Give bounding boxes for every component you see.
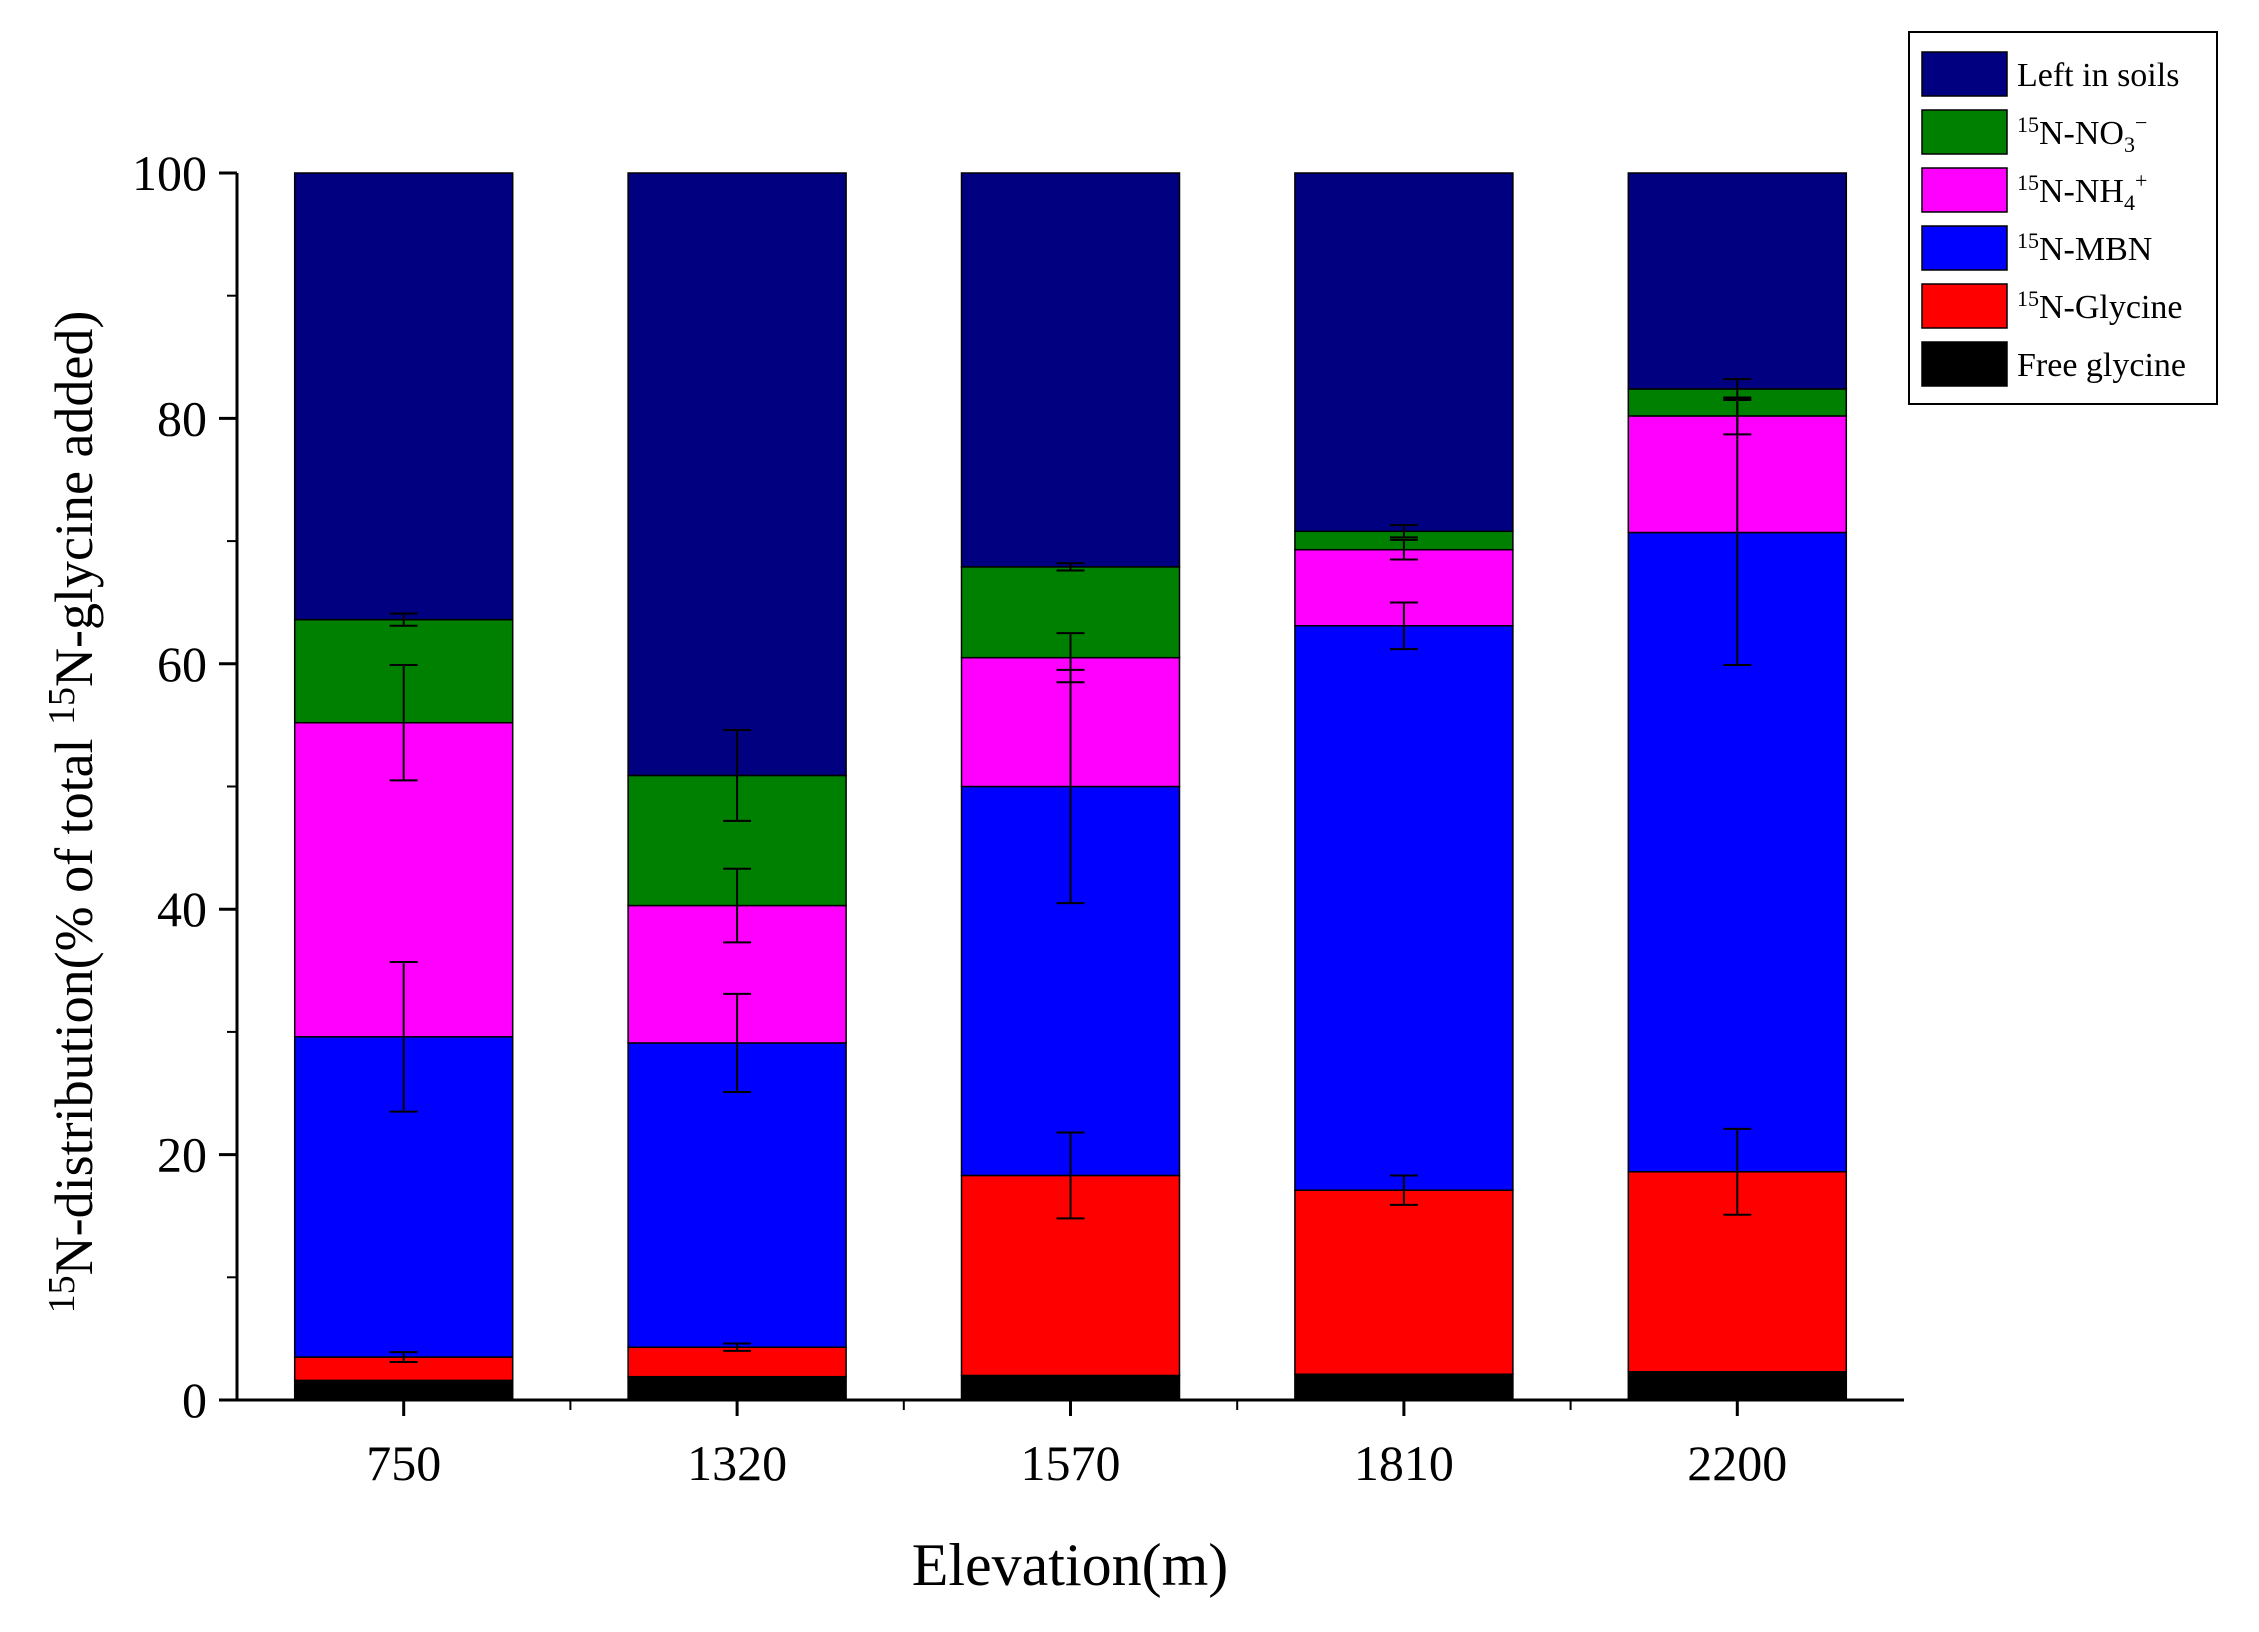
legend-label: 15N-NO3−	[2017, 110, 2147, 157]
x-axis-label: Elevation(m)	[912, 1532, 1229, 1598]
legend-swatch	[1921, 51, 2008, 97]
legend-label-sup: 15	[2017, 112, 2039, 137]
error-bars-layer	[389, 378, 1752, 1363]
y-ticks-layer: 0 20 40 60 80 100	[132, 145, 237, 1428]
bar-segment	[627, 1375, 847, 1401]
bar-segment	[1294, 1373, 1514, 1401]
bar-segment	[1294, 1189, 1514, 1375]
y-tick-label: 100	[132, 145, 207, 201]
y-axis-label-part2: N-glycine added)	[44, 311, 104, 687]
legend-label-main: Free glycine	[2017, 347, 2186, 384]
legend-label: Left in soils	[2017, 57, 2179, 94]
bars-layer	[293, 172, 1848, 1401]
legend-swatch	[1921, 341, 2008, 387]
legend-label-main: N-NO	[2039, 115, 2124, 152]
y-axis-label-part1: N-distribution(% of total	[44, 725, 104, 1275]
bar-segment	[960, 1374, 1181, 1401]
bar-segment	[1294, 172, 1514, 533]
y-axis-label: 15N-distribution(% of total 15N-glycine …	[41, 311, 104, 1314]
y-tick-label: 0	[182, 1372, 207, 1428]
y-tick-label: 20	[157, 1127, 207, 1183]
legend-label-sup: 15	[2017, 170, 2039, 195]
y-tick-label: 60	[157, 636, 207, 692]
bar-segment	[293, 172, 514, 621]
legend-label-main: N-NH	[2039, 173, 2124, 210]
y-tick-label: 40	[157, 881, 207, 937]
legend-label-tail: −	[2135, 110, 2147, 135]
bar-segment	[1627, 1371, 1848, 1401]
bar-segment	[1294, 625, 1514, 1191]
legend-label-sup: 15	[2017, 286, 2039, 311]
legend-label-main: N-MBN	[2039, 231, 2152, 268]
legend-label: 15N-Glycine	[2017, 286, 2183, 326]
y-tick-label: 80	[157, 390, 207, 446]
legend-label-main: Left in soils	[2017, 57, 2179, 94]
bar-segment	[960, 172, 1181, 568]
legend-label-main: N-Glycine	[2039, 289, 2183, 326]
x-ticks-layer: 750 1320 1570 1810 2200	[366, 1400, 1787, 1491]
legend-swatch	[1921, 225, 2008, 271]
legend-label: Free glycine	[2017, 347, 2186, 384]
x-tick-label: 1570	[1021, 1435, 1121, 1491]
legend-swatch	[1921, 283, 2008, 329]
bar-segment	[627, 172, 847, 777]
bar-segment	[627, 1042, 847, 1348]
legend-label-sup: 15	[2017, 228, 2039, 253]
bar-segment	[960, 785, 1181, 1177]
legend-label-sub: 4	[2124, 190, 2135, 215]
x-tick-label: 2200	[1687, 1435, 1787, 1491]
x-tick-label: 1320	[687, 1435, 787, 1491]
bar-segment	[1627, 172, 1848, 390]
legend-swatch	[1921, 167, 2008, 213]
x-tick-label: 750	[366, 1435, 441, 1491]
legend-swatch	[1921, 109, 2008, 155]
y-axis-label-sup2: 15	[41, 687, 83, 725]
legend: Left in soils15N-NO3−15N-NH4+15N-MBN15N-…	[1908, 31, 2218, 405]
legend-label: 15N-MBN	[2017, 228, 2152, 268]
legend-label: 15N-NH4+	[2017, 168, 2147, 215]
legend-label-tail: +	[2135, 168, 2147, 193]
x-tick-label: 1810	[1354, 1435, 1454, 1491]
y-axis-label-sup1: 15	[41, 1275, 83, 1313]
bar-segment	[293, 1379, 514, 1401]
legend-label-sub: 3	[2124, 132, 2135, 157]
